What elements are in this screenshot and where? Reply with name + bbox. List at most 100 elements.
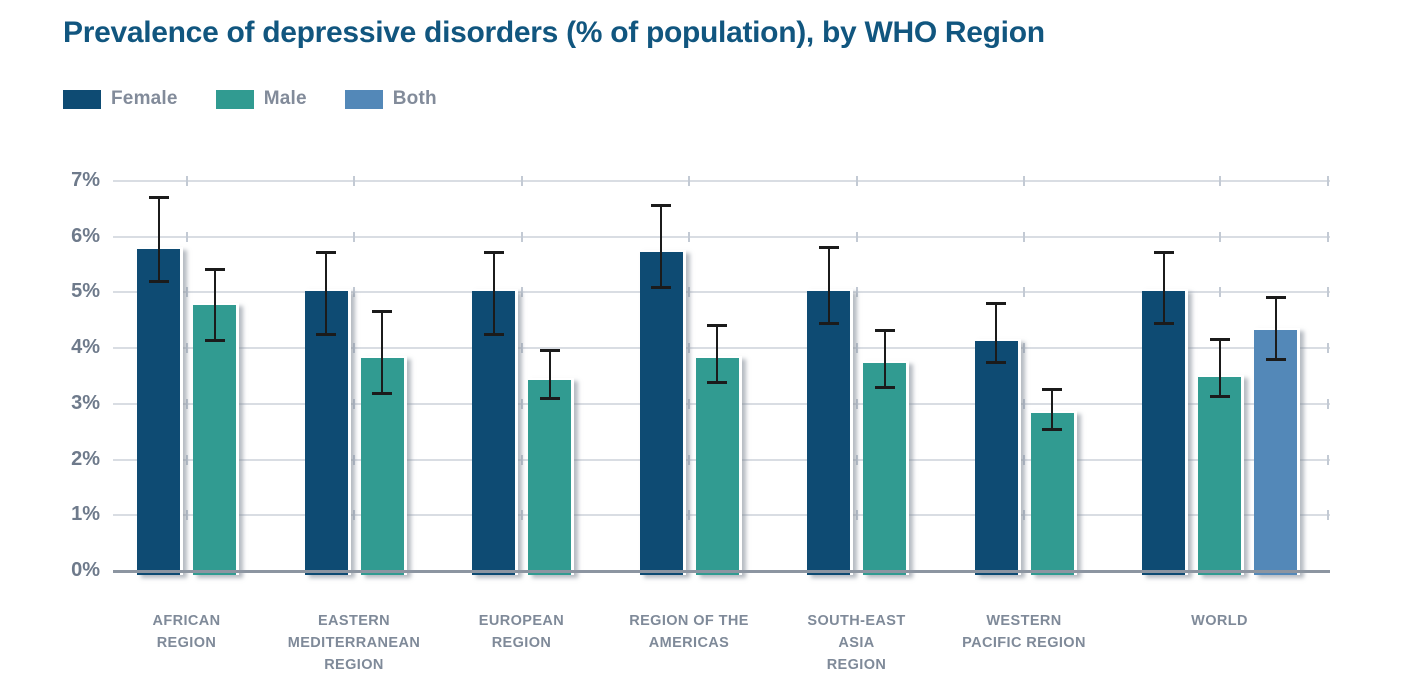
grid-tick <box>855 287 858 298</box>
error-bar-line <box>1274 298 1277 360</box>
error-bar-cap-top <box>1265 296 1286 299</box>
error-bar-cap-top <box>1209 337 1230 341</box>
error-bar-line <box>716 325 718 382</box>
error-bar-line <box>1051 389 1053 429</box>
grid-tick <box>353 343 355 354</box>
legend-item-male: Male <box>215 88 307 110</box>
y-axis-tick-label: 2% <box>71 447 100 470</box>
x-axis-label: EUROPEAN REGION <box>478 613 565 651</box>
x-axis-label: EASTERN MEDITERRANEAN REGION <box>287 613 421 673</box>
legend-swatch-icon <box>63 89 101 109</box>
error-bar-cap-bottom <box>372 391 392 395</box>
y-axis-tick-label: 6% <box>71 224 100 247</box>
error-bar-line <box>660 206 662 287</box>
x-axis-line <box>113 570 1330 573</box>
grid-tick <box>185 343 188 354</box>
grid-tick <box>855 510 858 521</box>
grid-line <box>113 291 1330 294</box>
grid-line <box>113 235 1330 238</box>
legend-item-both: Both <box>344 88 437 110</box>
bar-female-0 <box>137 247 183 575</box>
grid-line <box>113 347 1330 350</box>
bar-female-2 <box>472 288 518 575</box>
error-bar-line <box>995 303 997 363</box>
error-bar-cap-top <box>148 195 169 199</box>
bar-male-4 <box>863 361 909 575</box>
grid-tick <box>520 343 523 354</box>
bar-both-6 <box>1254 327 1300 575</box>
legend-item-female: Female <box>63 88 178 110</box>
grid-tick <box>353 287 355 298</box>
grid-tick <box>1218 231 1221 242</box>
y-axis-tick-label: 4% <box>71 336 100 359</box>
error-bar-cap-top <box>204 268 225 272</box>
grid-tick <box>185 510 188 521</box>
grid-tick <box>1327 231 1329 242</box>
error-bar-cap-bottom <box>1209 394 1230 398</box>
grid-tick <box>353 454 355 465</box>
error-bar-cap-bottom <box>874 386 895 390</box>
bar-female-3 <box>639 249 686 575</box>
grid-tick <box>520 398 523 409</box>
grid-line <box>113 180 1330 182</box>
x-axis-label: WORLD <box>1191 613 1248 629</box>
grid-tick <box>1023 398 1025 409</box>
grid-tick <box>855 176 858 186</box>
grid-tick <box>353 231 355 242</box>
grid-tick <box>855 231 858 242</box>
error-bar-line <box>157 197 160 282</box>
legend-label: Female <box>111 88 178 109</box>
grid-tick <box>688 510 690 521</box>
error-bar-cap-bottom <box>707 380 727 384</box>
error-bar-line <box>827 247 830 324</box>
grid-tick <box>855 343 858 354</box>
grid-tick <box>1327 287 1329 298</box>
grid-tick <box>520 287 523 298</box>
bar-male-0 <box>193 302 239 575</box>
grid-tick <box>1327 343 1329 354</box>
bar-female-1 <box>304 288 351 575</box>
error-bar-cap-top <box>651 204 671 208</box>
grid-tick <box>520 454 523 465</box>
error-bar-line <box>213 270 216 340</box>
grid-tick <box>1327 176 1329 186</box>
error-bar-cap-top <box>986 301 1006 305</box>
grid-tick <box>353 510 355 521</box>
x-axis-label: WESTERN PACIFIC REGION <box>962 613 1086 651</box>
error-bar-cap-top <box>483 251 504 255</box>
y-axis-tick-label: 0% <box>71 559 100 581</box>
error-bar-cap-top <box>874 329 895 333</box>
error-bar-line <box>548 350 551 399</box>
bar-male-2 <box>528 378 574 575</box>
grid-tick <box>1023 231 1025 242</box>
grid-tick <box>855 398 858 409</box>
grid-tick <box>1218 176 1221 186</box>
error-bar-cap-bottom <box>148 280 169 284</box>
error-bar-cap-bottom <box>483 333 504 337</box>
grid-tick <box>688 287 690 298</box>
x-axis-label: REGION OF THE AMERICAS <box>629 613 749 651</box>
error-bar-cap-bottom <box>1265 358 1286 362</box>
grid-tick <box>1023 176 1025 186</box>
legend-swatch-icon <box>344 89 383 109</box>
grid-tick <box>1023 343 1025 354</box>
bar-male-6 <box>1198 375 1244 575</box>
error-bar-cap-top <box>707 323 727 327</box>
error-bar-cap-bottom <box>1042 427 1062 431</box>
legend-label: Male <box>263 88 307 109</box>
grid-tick <box>1218 287 1221 298</box>
grid-tick <box>185 454 188 465</box>
error-bar-line <box>325 253 327 335</box>
grid-tick <box>1023 454 1025 465</box>
grid-tick <box>353 398 355 409</box>
y-axis-tick-label: 7% <box>71 169 100 191</box>
error-bar-line <box>1218 339 1221 396</box>
grid-tick <box>688 176 690 186</box>
error-bar-cap-bottom <box>651 285 671 289</box>
grid-tick <box>688 398 690 409</box>
grid-tick <box>1327 398 1329 409</box>
bar-female-6 <box>1142 288 1188 575</box>
grid-tick <box>185 231 188 242</box>
grid-tick <box>353 176 355 186</box>
